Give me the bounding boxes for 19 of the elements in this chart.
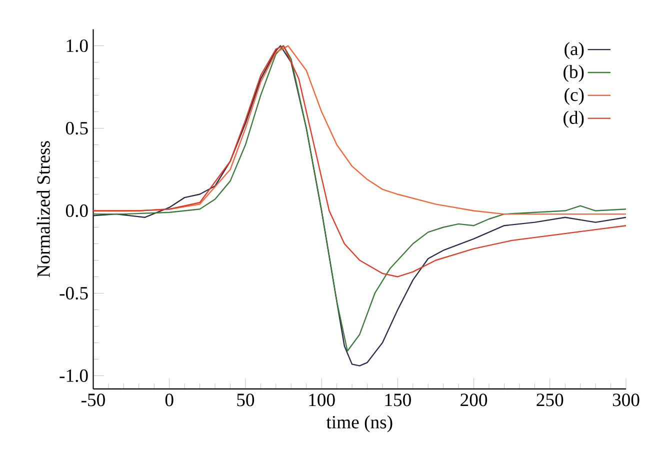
x-tick-label: 0 (165, 394, 174, 406)
x-tick-label: 200 (460, 394, 488, 406)
y-tick-label: 0.5 (66, 122, 88, 135)
y-tick-label: -0.5 (60, 286, 88, 300)
x-axis-title: time (ns) (326, 415, 392, 432)
x-tick-label: 50 (237, 394, 254, 406)
y-tick-label: 0.0 (66, 204, 88, 218)
legend-label: (d) (564, 110, 584, 128)
x-tick-label: 100 (309, 394, 335, 406)
legend-label: (c) (564, 88, 584, 105)
x-tick-label: -50 (82, 394, 105, 406)
legend-label: (a) (564, 42, 584, 59)
y-axis-title: Normalized Stress (36, 141, 50, 278)
legend-label: (b) (564, 64, 584, 82)
x-tick-label: 250 (536, 394, 564, 406)
y-tick-label: -1.0 (60, 369, 88, 382)
y-tick-label: 1.0 (66, 39, 88, 52)
x-tick-label: 300 (612, 394, 640, 406)
x-tick-label: 150 (385, 394, 411, 406)
